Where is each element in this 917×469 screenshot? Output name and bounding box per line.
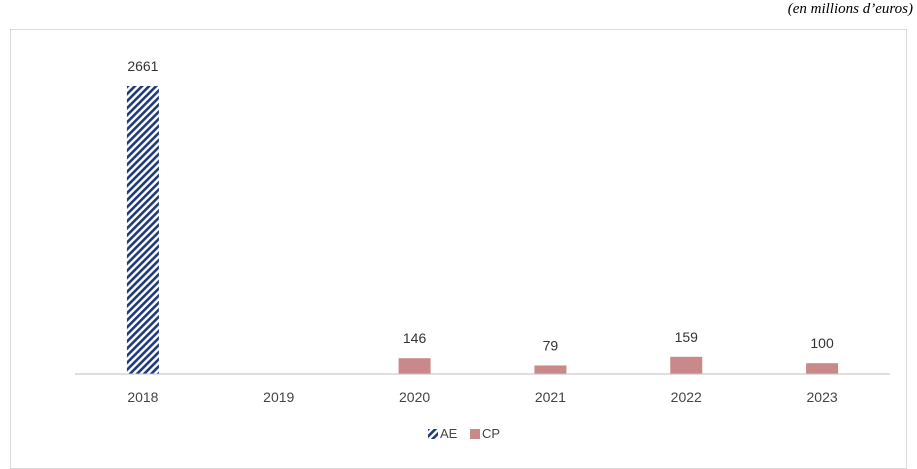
legend-label-cp: CP: [482, 426, 500, 441]
data-label: 100: [810, 335, 834, 351]
x-tick-label: 2018: [127, 389, 158, 405]
legend-label-ae: AE: [440, 426, 458, 441]
data-label: 2661: [127, 58, 158, 74]
x-tick-label: 2023: [807, 389, 838, 405]
data-label: 79: [543, 337, 559, 353]
bar-ae-2018: [126, 86, 159, 374]
legend: AE CP: [428, 426, 500, 441]
bar-cp-2022: [670, 356, 703, 374]
unit-caption: (en millions d’euros): [787, 1, 913, 17]
bar-cp-2021: [534, 365, 567, 374]
bar-cp-2023: [806, 363, 839, 374]
legend-swatch-ae: [428, 429, 438, 439]
x-tick-label: 2022: [671, 389, 702, 405]
data-label: 146: [403, 330, 427, 346]
data-label: 159: [675, 329, 699, 345]
bar-cp-2020: [398, 358, 431, 374]
x-tick-label: 2021: [535, 389, 566, 405]
x-tick-label: 2019: [263, 389, 294, 405]
x-tick-label: 2020: [399, 389, 430, 405]
legend-swatch-cp: [470, 429, 480, 439]
